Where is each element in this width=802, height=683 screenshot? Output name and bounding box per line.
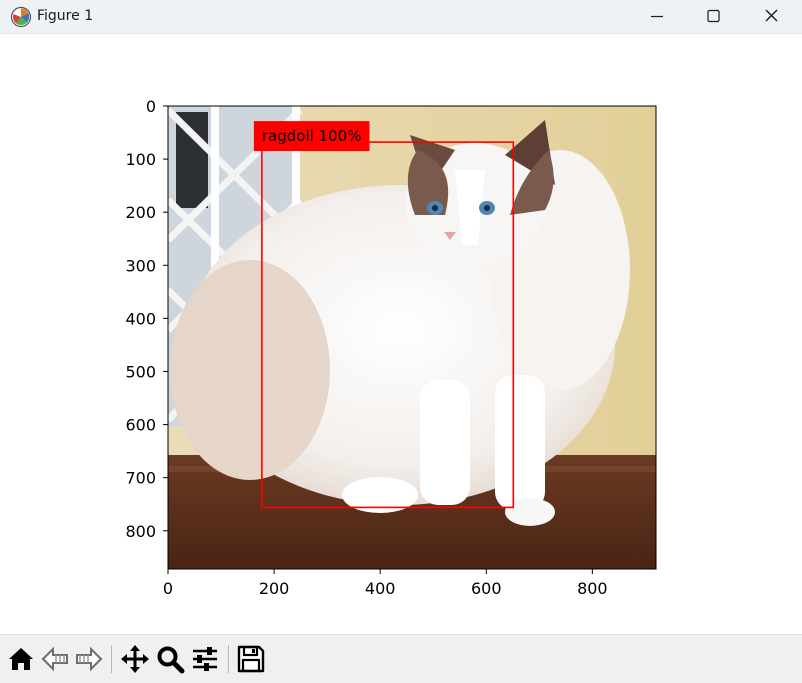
y-tick-label: 200 xyxy=(125,203,156,222)
back-button[interactable] xyxy=(40,644,70,674)
y-tick-label: 800 xyxy=(125,522,156,541)
y-tick-label: 100 xyxy=(125,150,156,169)
zoom-icon xyxy=(157,646,185,674)
x-tick-label: 800 xyxy=(577,579,608,598)
close-button[interactable] xyxy=(742,0,800,34)
y-axis: 0 100 200 300 400 500 600 700 800 xyxy=(125,97,168,541)
pan-icon xyxy=(121,645,149,673)
minimize-button[interactable] xyxy=(628,0,686,34)
x-tick-label: 600 xyxy=(471,579,502,598)
y-tick-label: 0 xyxy=(146,97,156,116)
configure-subplots-button[interactable] xyxy=(190,644,220,674)
maximize-icon xyxy=(707,9,720,23)
detection-label: ragdoll 100% xyxy=(262,127,362,145)
save-icon xyxy=(237,645,265,673)
x-tick-label: 400 xyxy=(365,579,396,598)
configure-subplots-icon xyxy=(193,647,217,671)
y-tick-label: 600 xyxy=(125,416,156,435)
zoom-button[interactable] xyxy=(155,644,185,674)
navigation-toolbar xyxy=(0,634,802,683)
pan-button[interactable] xyxy=(120,644,150,674)
forward-button[interactable] xyxy=(74,644,104,674)
plot-svg: ragdoll 100% 0 200 400 600 800 0 100 200 300 400… xyxy=(125,97,657,598)
maximize-button[interactable] xyxy=(684,0,742,34)
close-icon xyxy=(765,9,778,22)
detection-bounding-box xyxy=(261,141,515,509)
x-axis: 0 200 400 600 800 xyxy=(163,569,608,598)
axes-frame xyxy=(167,105,657,570)
detection-label-background xyxy=(253,121,370,152)
cat-photo-image xyxy=(168,106,656,569)
matplotlib-app-icon xyxy=(10,6,32,28)
figure-canvas[interactable]: ragdoll 100% 0 200 400 600 800 0 100 200 300 400… xyxy=(0,35,802,633)
title-bar: Figure 1 xyxy=(0,0,802,34)
x-tick-label: 200 xyxy=(259,579,290,598)
y-tick-label: 300 xyxy=(125,256,156,275)
window-title: Figure 1 xyxy=(37,8,94,24)
minimize-icon xyxy=(651,15,663,18)
forward-icon xyxy=(76,646,103,672)
x-tick-label: 0 xyxy=(163,579,173,598)
toolbar-separator xyxy=(228,645,229,673)
y-tick-label: 400 xyxy=(125,309,156,328)
y-tick-label: 700 xyxy=(125,469,156,488)
home-button[interactable] xyxy=(6,644,36,674)
y-tick-label: 500 xyxy=(125,362,156,381)
save-button[interactable] xyxy=(236,644,266,674)
back-icon xyxy=(41,646,68,672)
toolbar-separator xyxy=(111,645,112,673)
home-icon xyxy=(9,648,33,670)
